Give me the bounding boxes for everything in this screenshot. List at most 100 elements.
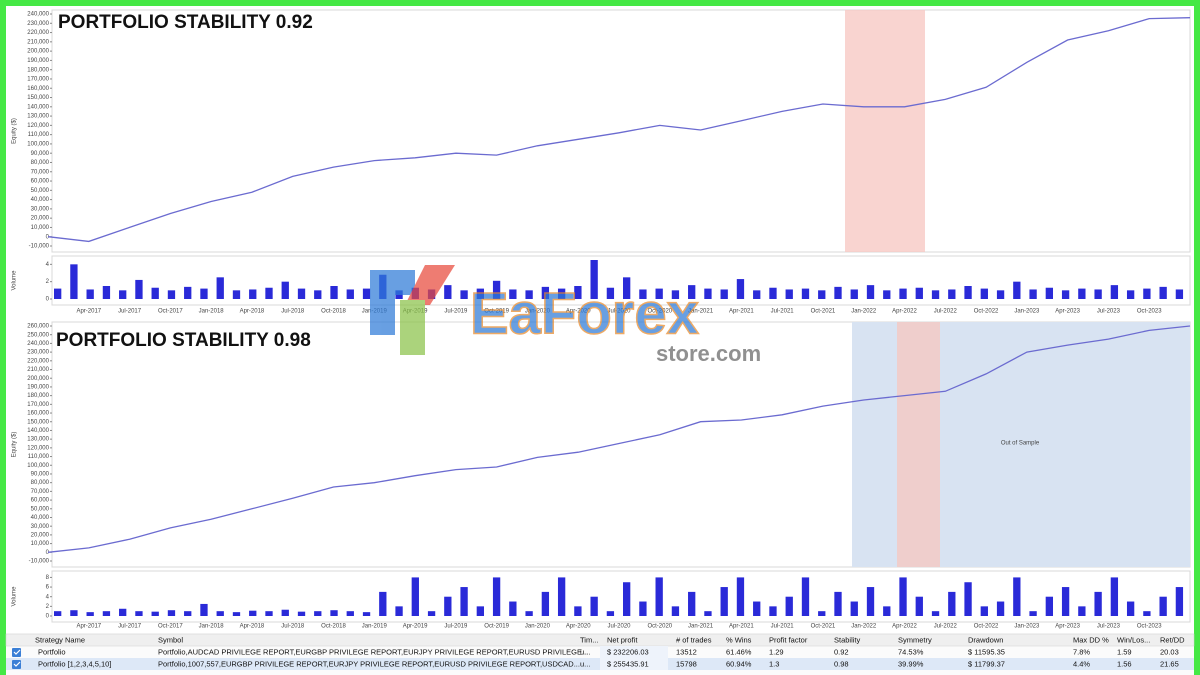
volume-bar: [265, 287, 273, 299]
volume-bar: [688, 285, 696, 299]
checkbox[interactable]: [12, 648, 21, 657]
y-tick-label: 20,000: [31, 216, 50, 222]
volume-bar: [70, 264, 78, 299]
checkbox[interactable]: [12, 660, 21, 669]
y-tick-label: 160,000: [27, 411, 49, 417]
volume-bar: [492, 280, 501, 299]
x-tick-label: Apr-2021: [729, 624, 754, 630]
y-tick-label: 70,000: [31, 169, 50, 175]
volume-bar: [249, 289, 257, 299]
volume-bar: [102, 286, 111, 299]
volume-bar: [671, 290, 680, 299]
volume-bar: [167, 610, 176, 616]
y-tick-label: 240,000: [27, 341, 49, 347]
x-tick-label: Jul-2018: [281, 624, 305, 630]
y-tick-label: 0: [46, 234, 50, 240]
volume-bar: [639, 601, 647, 616]
y-tick-label: 190,000: [27, 58, 49, 64]
column-header: Tim...: [580, 635, 598, 644]
table-cell: Portfolio,1007,557,EURGBP PRIVILEGE REPO…: [158, 659, 580, 668]
volume-bar: [899, 577, 907, 616]
volume-bar: [216, 611, 224, 616]
x-tick-label: Oct-2019: [484, 624, 509, 630]
table-header: [5, 633, 1195, 647]
x-tick-label: Apr-2017: [76, 624, 101, 630]
volume-bar: [801, 288, 810, 299]
x-tick-label: Jul-2020: [607, 624, 631, 630]
volume-bar: [184, 286, 192, 299]
x-tick-label: Oct-2020: [647, 309, 672, 315]
x-tick-label: Oct-2021: [811, 309, 836, 315]
volume-bar: [948, 591, 956, 616]
x-tick-label: Oct-2022: [974, 624, 999, 630]
volume-bar: [54, 611, 62, 616]
x-tick-label: Jan-2023: [1014, 309, 1040, 315]
y-tick-label: 30,000: [31, 524, 50, 530]
table-cell: $ 255435.91: [607, 659, 649, 668]
y-tick-label: -10,000: [29, 244, 50, 250]
equity-line: [47, 17, 1191, 243]
volume-bar: [1061, 290, 1070, 299]
y-tick-label: 0: [46, 550, 50, 556]
x-tick-label: Apr-2021: [729, 309, 754, 315]
volume-bar: [216, 277, 224, 299]
y-tick-label: 70,000: [31, 489, 50, 495]
y-tick-label: 8: [46, 575, 50, 581]
column-header: # of trades: [676, 635, 712, 644]
y-tick-label: 130,000: [27, 437, 49, 443]
table-cell: 0.92: [834, 647, 849, 656]
x-tick-label: Jul-2019: [444, 624, 468, 630]
y-tick-label: 2: [46, 279, 50, 285]
y-tick-label: 130,000: [27, 114, 49, 120]
y-tick-label: 110,000: [28, 132, 50, 138]
volume-bar: [541, 591, 550, 616]
volume-bar: [866, 285, 875, 299]
volume-bar: [1159, 596, 1167, 616]
volume-bar: [476, 288, 485, 299]
volume-bar: [1143, 288, 1151, 299]
logo-part: [400, 300, 425, 355]
x-tick-label: Oct-2018: [321, 309, 346, 315]
volume-bar: [1126, 601, 1135, 616]
volume-bar: [119, 608, 127, 616]
volume-bar: [931, 611, 940, 616]
volume-bar: [818, 611, 826, 616]
y-tick-label: 40,000: [31, 197, 50, 203]
volume-bar: [590, 260, 598, 299]
volume-bar: [265, 611, 273, 616]
y-tick-label: 4: [46, 594, 50, 600]
table-cell: $ 11799.37: [968, 659, 1005, 668]
volume-bar: [1110, 577, 1119, 616]
volume-bar: [1094, 289, 1102, 299]
volume-bar: [444, 596, 452, 616]
table-cell: 1.3: [769, 659, 779, 668]
column-header: Symbol: [158, 635, 183, 644]
x-tick-label: Jul-2023: [1097, 309, 1121, 315]
volume-bar: [671, 606, 680, 616]
table-cell: 74.53%: [898, 647, 924, 656]
y-tick-label: 10,000: [31, 225, 50, 231]
x-tick-label: Jul-2020: [607, 309, 631, 315]
volume-bar: [509, 601, 517, 616]
x-tick-label: Apr-2018: [240, 309, 265, 315]
volume-bar: [492, 577, 501, 616]
y-tick-label: 0: [46, 297, 50, 303]
volume-bar: [281, 281, 289, 299]
x-tick-label: Jul-2023: [1097, 624, 1121, 630]
x-tick-label: Oct-2022: [974, 309, 999, 315]
column-header: Net profit: [607, 635, 638, 644]
y-tick-label: 210,000: [27, 39, 49, 45]
volume-bar: [444, 285, 452, 299]
volume-bar: [655, 288, 663, 299]
volume-bar: [297, 288, 306, 299]
x-tick-label: Jul-2022: [934, 624, 958, 630]
table-cell: 7.8%: [1073, 647, 1090, 656]
y-tick-label: 170,000: [27, 77, 49, 83]
x-tick-label: Apr-2022: [892, 309, 917, 315]
x-tick-label: Jan-2018: [199, 309, 225, 315]
volume-bar: [753, 290, 761, 299]
volume-bar: [720, 587, 728, 616]
volume-bar: [249, 610, 257, 616]
y-axis-label: Volume: [12, 586, 18, 607]
